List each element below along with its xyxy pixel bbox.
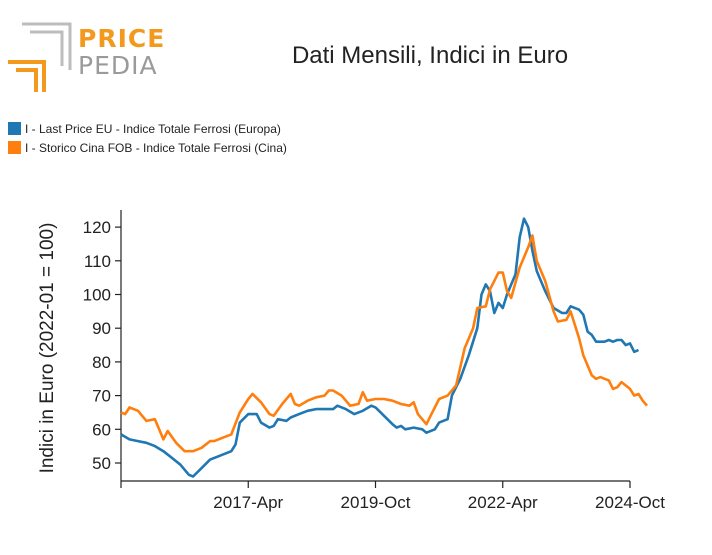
x-tick-label: 2019-Oct xyxy=(341,493,411,512)
x-tick-label: 2022-Apr xyxy=(468,493,538,512)
y-axis-title: Indici in Euro (2022-01 = 100) xyxy=(37,223,58,474)
legend-item-series-1[interactable]: I - Last Price EU - Indice Totale Ferros… xyxy=(8,119,287,138)
x-tick-label: 2024-Oct xyxy=(595,493,665,512)
y-tick-label: 60 xyxy=(92,420,111,439)
chart-title: Dati Mensili, Indici in Euro xyxy=(291,42,569,69)
logo-word-price: PRICE xyxy=(78,24,166,53)
y-tick-label: 90 xyxy=(92,319,111,338)
pricepedia-logo: PRICE PEDIA xyxy=(8,22,168,94)
x-axis: 2017-Apr 2019-Oct 2022-Apr 2024-Oct xyxy=(120,480,665,512)
y-tick-label: 70 xyxy=(92,387,111,406)
legend-item-series-2[interactable]: I - Storico Cina FOB - Indice Totale Fer… xyxy=(8,138,287,157)
logo-word-pedia: PEDIA xyxy=(78,51,158,80)
series-line-1 xyxy=(120,217,639,478)
legend-swatch-series-1 xyxy=(8,122,21,135)
chart-legend: I - Last Price EU - Indice Totale Ferros… xyxy=(8,119,287,157)
y-tick-label: 80 xyxy=(92,353,111,372)
y-tick-label: 100 xyxy=(83,286,111,305)
legend-label-series-2: I - Storico Cina FOB - Indice Totale Fer… xyxy=(25,140,287,155)
series-line-2 xyxy=(120,234,648,453)
legend-label-series-1: I - Last Price EU - Indice Totale Ferros… xyxy=(25,121,281,136)
y-tick-label: 120 xyxy=(83,218,111,237)
y-tick-label: 50 xyxy=(92,454,111,473)
logo-mark-icon xyxy=(8,22,72,92)
x-tick-label: 2017-Apr xyxy=(213,493,283,512)
y-axis: 50 60 70 80 90 100 110 120 xyxy=(83,210,122,481)
series-lines xyxy=(120,217,648,478)
y-tick-label: 110 xyxy=(84,252,111,271)
legend-swatch-series-2 xyxy=(8,141,21,154)
